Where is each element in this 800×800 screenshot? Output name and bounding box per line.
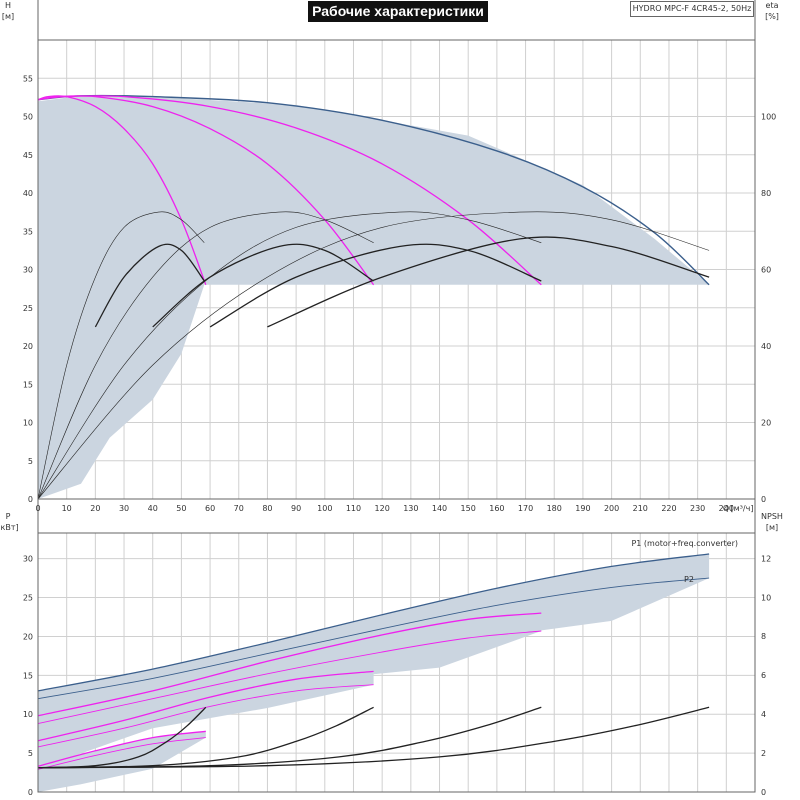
p1-curve <box>37 553 710 692</box>
x-tick-label: 120 <box>375 504 390 513</box>
y-tick-label: 5 <box>28 457 33 466</box>
x-tick-label: 180 <box>547 504 562 513</box>
x-tick-label: 30 <box>119 504 129 513</box>
x-axis-label: Q <box>723 504 729 513</box>
x-tick-label: 230 <box>690 504 705 513</box>
efficiency-curve <box>37 211 542 500</box>
y-axis-unit: [кВт] <box>0 523 19 532</box>
p1-curve <box>37 670 374 742</box>
y-tick-label: 25 <box>23 304 33 313</box>
npsh-curve <box>37 706 207 769</box>
x-tick-label: 210 <box>633 504 648 513</box>
x-tick-label: 190 <box>575 504 590 513</box>
x-tick-label: 200 <box>604 504 619 513</box>
y-tick-label: 15 <box>23 671 33 680</box>
y2-axis-unit: [м] <box>766 523 778 532</box>
y2-tick-label: 0 <box>761 788 766 797</box>
x-tick-label: 20 <box>90 504 100 513</box>
y2-tick-label: 20 <box>761 419 771 428</box>
x-axis-unit: [м³/ч] <box>731 504 754 513</box>
x-tick-label: 130 <box>403 504 418 513</box>
x-tick-label: 70 <box>234 504 244 513</box>
y2-tick-label: 80 <box>761 189 771 198</box>
y-axis-unit: [м] <box>2 12 14 21</box>
p2-curve <box>37 630 542 725</box>
chart-title: Рабочие характеристики <box>308 1 488 22</box>
series-label-p1: P1 (motor+freq.converter) <box>631 539 738 548</box>
y-tick-label: 30 <box>23 555 33 564</box>
x-tick-label: 240 <box>719 504 734 513</box>
series-label-p2: P2 <box>684 575 694 584</box>
y2-tick-label: 6 <box>761 671 766 680</box>
x-tick-label: 110 <box>346 504 361 513</box>
efficiency-curve <box>267 236 710 328</box>
p1-curve <box>37 730 206 767</box>
x-tick-label: 50 <box>176 504 186 513</box>
x-tick-label: 10 <box>62 504 72 513</box>
y2-tick-label: 2 <box>761 749 766 758</box>
y2-axis-label: NPSH <box>761 512 783 521</box>
y2-axis-label: eta <box>766 1 779 10</box>
x-tick-label: 0 <box>35 504 40 513</box>
efficiency-curve <box>94 243 205 328</box>
efficiency-curve <box>37 211 710 500</box>
x-tick-label: 90 <box>291 504 301 513</box>
y-tick-label: 40 <box>23 189 33 198</box>
y-tick-label: 0 <box>28 788 33 797</box>
x-tick-label: 100 <box>317 504 332 513</box>
x-tick-label: 80 <box>262 504 272 513</box>
y-tick-label: 35 <box>23 227 33 236</box>
operating-area <box>38 95 710 499</box>
efficiency-curve <box>209 243 542 328</box>
efficiency-curve <box>37 211 374 500</box>
x-tick-label: 170 <box>518 504 533 513</box>
y2-tick-label: 12 <box>761 554 771 563</box>
y-tick-label: 55 <box>23 74 33 83</box>
y-tick-label: 10 <box>23 419 33 428</box>
x-tick-label: 160 <box>489 504 504 513</box>
x-tick-label: 140 <box>432 504 447 513</box>
y2-tick-label: 100 <box>761 113 776 122</box>
y-tick-label: 50 <box>23 113 33 122</box>
y2-tick-label: 4 <box>761 710 766 719</box>
y-tick-label: 25 <box>23 594 33 603</box>
efficiency-curve <box>152 243 374 328</box>
x-tick-label: 220 <box>661 504 676 513</box>
y2-tick-label: 8 <box>761 632 766 641</box>
y-tick-label: 45 <box>23 151 33 160</box>
y2-tick-label: 60 <box>761 266 771 275</box>
y2-tick-label: 10 <box>761 593 771 602</box>
y-tick-label: 0 <box>28 495 33 504</box>
power-area <box>38 671 374 769</box>
x-tick-label: 150 <box>461 504 476 513</box>
x-tick-label: 60 <box>205 504 215 513</box>
y2-tick-label: 0 <box>761 495 766 504</box>
p1-curve <box>37 612 542 717</box>
y2-tick-label: 40 <box>761 342 771 351</box>
pump-model-label: HYDRO MPC-F 4CR45-2, 50Hz <box>630 1 754 17</box>
y-tick-label: 10 <box>23 710 33 719</box>
upper-plot-frame <box>37 39 756 500</box>
y-tick-label: 5 <box>28 749 33 758</box>
y2-axis-unit: [%] <box>765 12 779 21</box>
x-tick-label: 40 <box>148 504 158 513</box>
efficiency-curve <box>37 211 205 500</box>
y-tick-label: 15 <box>23 380 33 389</box>
p2-curve <box>37 577 710 700</box>
npsh-curve <box>37 706 710 769</box>
y-tick-label: 30 <box>23 266 33 275</box>
y-axis-label: H <box>5 1 11 10</box>
y-axis-label: P <box>6 512 11 521</box>
y-tick-label: 20 <box>23 342 33 351</box>
lower-plot-frame <box>37 532 756 793</box>
p2-curve <box>37 737 206 770</box>
y-tick-label: 20 <box>23 632 33 641</box>
p2-curve <box>37 684 374 748</box>
